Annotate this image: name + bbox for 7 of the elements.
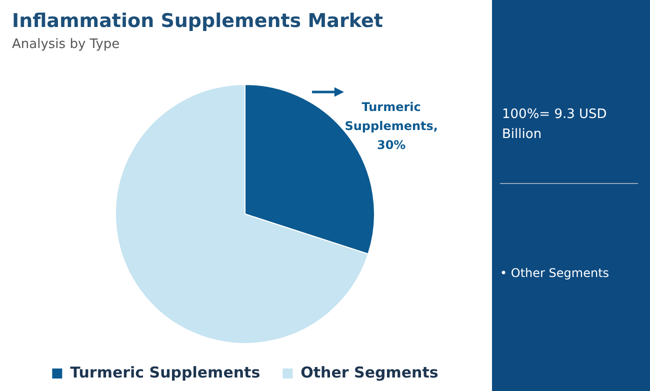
text: • Other Segments xyxy=(500,266,610,280)
legend-label: Other Segments xyxy=(300,363,438,382)
text: 100%= 9.3 USD Billion xyxy=(502,106,608,144)
legend-label: Turmeric Supplements xyxy=(70,363,260,382)
data-label: Turmeric Supplements, 30% xyxy=(344,100,438,152)
chart-title: Inflammation Supplements Market xyxy=(12,10,383,32)
chart-subtitle: Analysis by Type xyxy=(12,37,120,52)
